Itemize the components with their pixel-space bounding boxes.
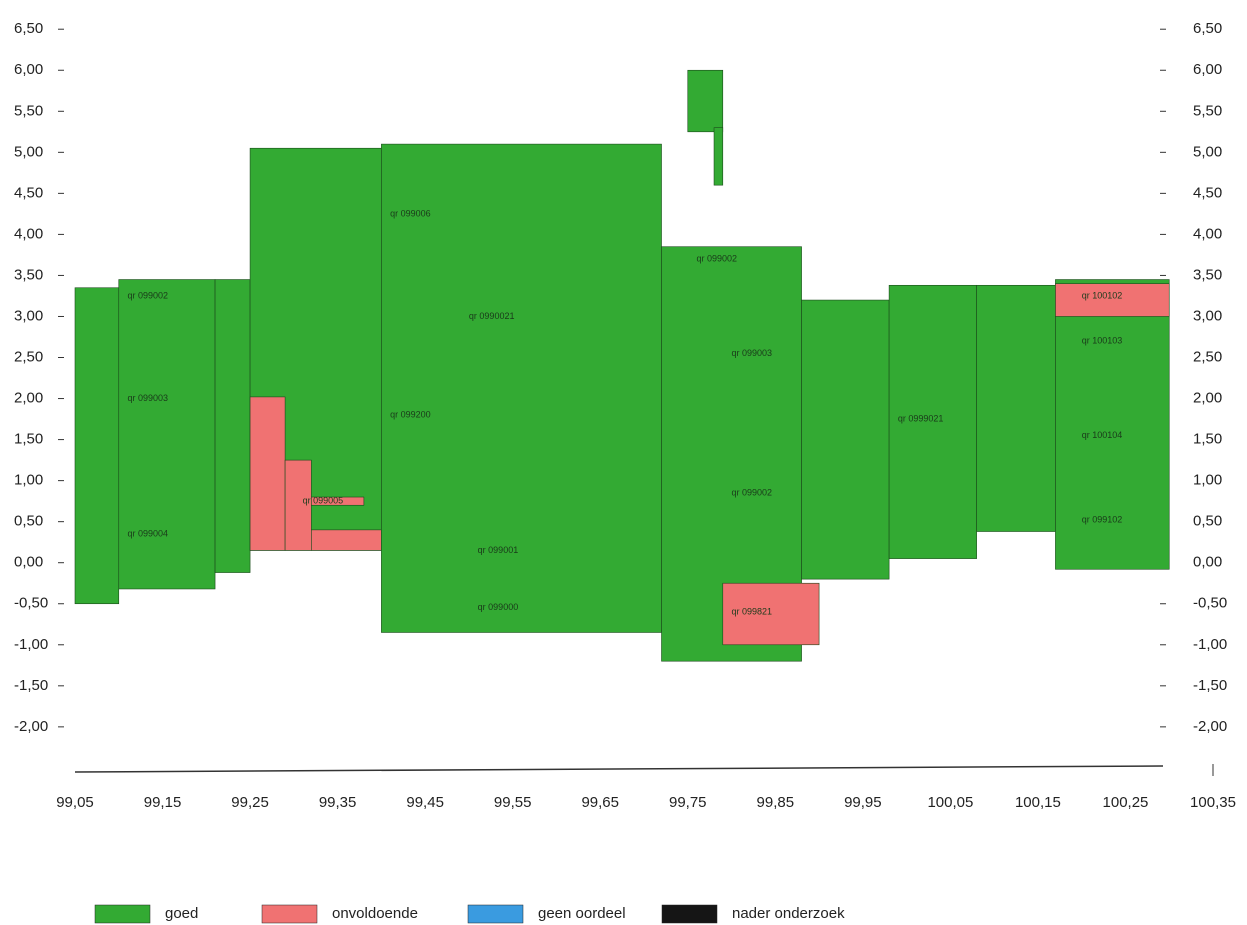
section-label: qr 099821 [732,606,773,616]
section-label: qr 099200 [390,409,431,419]
section-label: qr 099006 [390,208,431,218]
section-label: qr 0990021 [469,311,515,321]
y2-tick-label: 3,50 [1193,266,1222,283]
y-tick-label: 6,50 [14,20,43,37]
section-block [1055,283,1170,317]
section-block [214,279,251,573]
legend-label: onvoldoende [332,905,418,922]
section-label: qr 100104 [1082,430,1123,440]
legend-label: geen oordeel [538,905,626,922]
y-tick-label: 5,50 [14,102,43,119]
y-tick-label: 4,50 [14,184,43,201]
section-block [381,143,662,633]
section-label: qr 099000 [478,602,519,612]
section-label: qr 099102 [1082,514,1123,524]
section-block [1055,279,1170,570]
y-tick-label: 4,00 [14,225,43,242]
x-tick-label: 99,95 [844,794,882,811]
y-tick-label: 1,50 [14,431,43,448]
x-tick-label: 99,55 [494,794,532,811]
y-tick-label: 1,00 [14,472,43,489]
y2-tick-label: -1,00 [1193,636,1227,653]
section-block [311,496,365,506]
y-tick-label: -0,50 [14,595,48,612]
section-label: qr 099005 [303,496,344,506]
y2-tick-label: -1,50 [1193,677,1227,694]
y2-tick-label: 4,00 [1193,225,1222,242]
x-tick-label: 99,85 [757,794,795,811]
section-block [722,582,820,646]
y-tick-label: 5,00 [14,143,43,160]
y-tick-label: 3,50 [14,266,43,283]
section-label: qr 0999021 [898,413,944,423]
y2-tick-label: 2,00 [1193,390,1222,407]
x-tick-label: 99,45 [406,794,444,811]
y2-tick-label: 6,50 [1193,20,1222,37]
x-tick-label: 100,25 [1103,794,1149,811]
x-tick-label: 99,05 [56,794,94,811]
legend-swatch [661,904,718,924]
x-tick-label: 100,05 [927,794,973,811]
y-tick-label: -2,00 [14,718,48,735]
section-label: qr 099002 [697,253,738,263]
y2-tick-label: -0,50 [1193,595,1227,612]
x-tick-label: 100,15 [1015,794,1061,811]
y2-tick-label: 1,50 [1193,431,1222,448]
y-tick-label: 2,00 [14,390,43,407]
y2-tick-label: 1,00 [1193,472,1222,489]
legend-swatch [467,904,524,924]
y-tick-label: 0,00 [14,554,43,571]
x-tick-label: 99,15 [144,794,182,811]
x-axis [74,765,1164,773]
section-block [687,69,724,133]
y-tick-label: -1,50 [14,677,48,694]
legend-label: nader onderzoek [732,905,845,922]
y-tick-label: 3,00 [14,307,43,324]
x-tick-label: 99,75 [669,794,707,811]
legend-label: goed [165,905,198,922]
y2-tick-label: 5,00 [1193,143,1222,160]
legend-swatch [261,904,318,924]
x-tick-label: 99,25 [231,794,269,811]
section-label: qr 100103 [1082,335,1123,345]
section-label: qr 099002 [732,487,773,497]
x-tick-label: 99,65 [581,794,619,811]
legend-swatch [94,904,151,924]
y2-tick-label: -2,00 [1193,718,1227,735]
y2-tick-label: 3,00 [1193,307,1222,324]
y-tick-label: 0,50 [14,513,43,530]
section-block [976,284,1056,532]
section-block [888,284,977,559]
section-block [74,287,120,605]
x-tick-label: 100,35 [1190,794,1236,811]
y2-tick-label: 4,50 [1193,184,1222,201]
section-label: qr 099003 [128,393,169,403]
section-label: qr 100102 [1082,290,1123,300]
y-tick-label: 6,00 [14,61,43,78]
y2-tick-label: 6,00 [1193,61,1222,78]
y2-tick-label: 5,50 [1193,102,1222,119]
section-block [713,127,724,186]
section-label: qr 099001 [478,545,519,555]
y-tick-label: -1,00 [14,636,48,653]
section-block [801,299,890,580]
y2-tick-label: 2,50 [1193,348,1222,365]
section-block [311,529,382,551]
section-label: qr 099003 [732,348,773,358]
y2-tick-label: 0,00 [1193,554,1222,571]
x-tick-label: 99,35 [319,794,357,811]
y2-tick-label: 0,50 [1193,513,1222,530]
section-block [249,396,286,551]
section-block [118,279,216,590]
section-label: qr 099002 [128,290,169,300]
section-label: qr 099004 [128,528,169,538]
y-tick-label: 2,50 [14,348,43,365]
